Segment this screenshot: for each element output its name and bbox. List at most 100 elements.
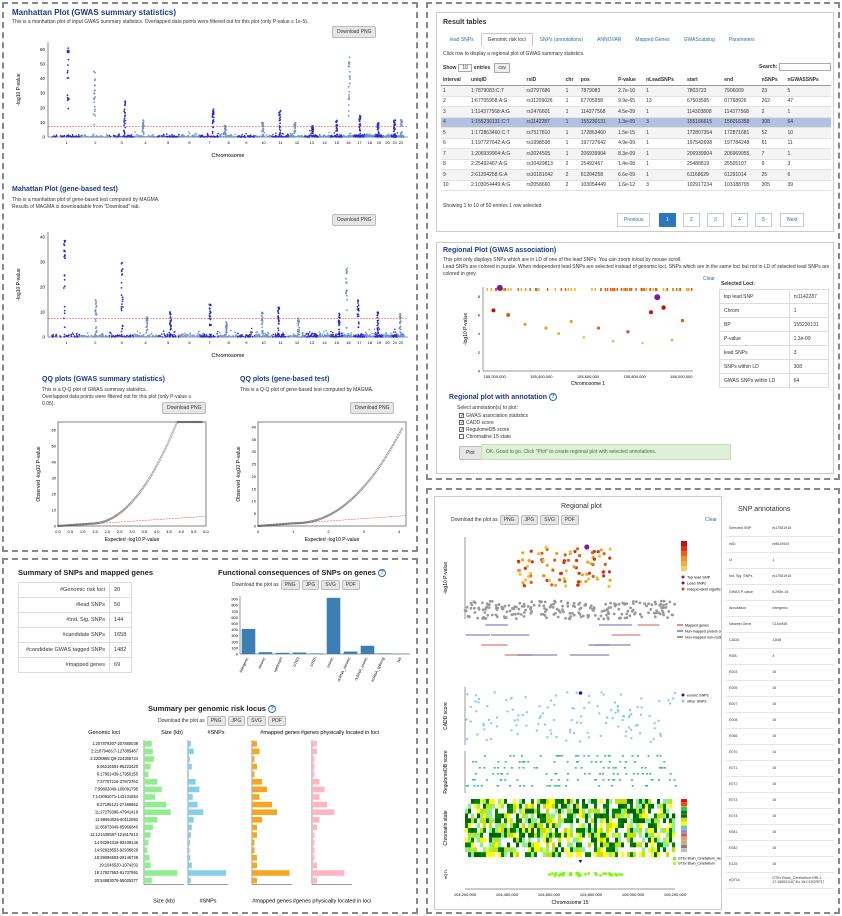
column-header[interactable]: start [684,75,723,86]
table-row[interactable]: 8 2:25492467:A:G rs10429813 2 25492467 1.4e-0… [441,159,831,170]
page-3[interactable]: 3 [707,213,724,227]
qq-gene-download-button[interactable]: Download PNG [350,402,395,414]
table-row[interactable]: 2 1:67705958:A:G rs11209026 1 67705958 9.9e-6… [441,96,831,107]
column-header[interactable]: nLeadSNPs [644,75,685,86]
snp-point [241,133,244,136]
column-header[interactable]: Interval [441,75,470,86]
download-svg-button[interactable]: SVG [321,580,340,590]
snp-point [149,333,151,336]
table-cell: 3 [441,106,470,118]
page-next[interactable]: Next [780,213,805,227]
tab-annovar[interactable]: ANNOVAR [597,37,622,43]
column-header[interactable]: nSNPs [759,75,786,86]
annot-clear-link[interactable]: Clear [705,517,717,523]
snp-point [298,333,301,336]
download-svg-button[interactable]: SVG [247,716,266,726]
cadd-point [587,701,591,704]
column-header[interactable]: rsID [524,75,564,86]
chromatin-cell [504,813,508,819]
snp-point [634,600,638,603]
download-png-button[interactable]: PNG [206,716,226,726]
gene-manhattan-download-button[interactable]: Download PNG [332,214,377,226]
page-5[interactable]: 5 [755,213,772,227]
annot-option[interactable]: ✓ RegulomeDB score [459,426,528,433]
table-row[interactable]: 3 1:114377568:A:G rs2476601 1 114377568 4.5e-… [441,106,831,118]
rdb-point [510,767,513,769]
download-pdf-button[interactable]: PDF [267,716,286,726]
chromatin-cell [471,852,475,858]
table-row[interactable]: 9 2:61204258:G:A rs10181042 2 61204258 6.6e-0… [441,169,831,181]
download-pdf-button[interactable]: PDF [341,580,360,590]
search-input[interactable] [779,63,832,71]
download-png-button[interactable]: PNG [499,515,519,525]
tab-genomic-risk-loci[interactable]: Genomic risk loci [480,33,533,47]
page-4[interactable]: 4 [731,213,748,227]
manhattan-download-button[interactable]: Download PNG [332,26,377,38]
download-svg-button[interactable]: SVG [540,515,559,525]
ld-snp-point [608,556,612,560]
rdb-point [588,773,591,775]
snp-point [94,136,97,138]
help-icon[interactable]: ? [378,569,387,578]
column-header[interactable]: P-value [616,75,645,86]
chromatin-cell [495,799,499,804]
chromatin-cell [483,818,487,824]
checkbox-icon[interactable]: ✓ [459,420,465,426]
peak-point [357,304,360,307]
download-pdf-button[interactable]: PDF [560,515,579,525]
manhattan-note: This is a manhattan plot of input GWAS s… [12,19,309,25]
chromatin-cell [495,847,499,853]
tab-mapped-genes[interactable]: Mapped Genes [635,37,670,43]
column-header[interactable]: end [722,75,760,86]
tab-lead-snps[interactable]: lead SNPs [450,37,474,43]
download-png-button[interactable]: PNG [280,580,300,590]
column-header[interactable]: chr [563,75,579,86]
table-row[interactable]: 10 2:103054449:A:G rs2058660 2 103054449 1.6e… [441,180,831,191]
regional-clear-link[interactable]: Clear [703,276,715,282]
checkbox-icon[interactable]: ✓ [459,413,465,419]
table-row[interactable]: 7 1:206939904:A:G rs3024505 1 206939904 8.3e-… [441,148,831,160]
help-icon[interactable]: ? [268,705,277,714]
qq-gwas-download-button[interactable]: Download PNG [162,402,207,414]
plot-button[interactable]: Plot [459,446,482,460]
annot-option[interactable]: Chromatine 15 state [459,433,528,440]
ld-snp-point [554,583,558,587]
chromatin-cell [576,808,580,814]
help-icon[interactable]: ? [548,393,557,401]
table-row[interactable]: 4 1:155230131:C:T rs1142287 1 155230131 1.3e-… [441,117,831,128]
annot-option[interactable]: ✓ GWAS association statistics [459,412,528,419]
tab-parameters[interactable]: Parameters [728,37,755,43]
chrom-tick-label: 14 [322,140,327,145]
download-jpg-button[interactable]: JPG [227,716,246,726]
column-header[interactable]: nGWASSNPs [785,75,831,86]
snp-point [239,334,242,337]
csv-button[interactable]: csv [494,63,510,73]
chromatin-cell [666,828,670,833]
chart-header: #genes physically located in loci [301,730,379,736]
chromatin-cell [603,799,607,804]
annot-option[interactable]: ✓ CADD score [459,419,528,426]
download-jpg-button[interactable]: JPG [520,515,539,525]
table-row[interactable]: 1 1:7879083:C:T rs2797686 1 7879083 2.7e-10 1 7… [441,85,831,97]
chromatin-cell [489,847,493,853]
checkbox-icon[interactable]: ✓ [459,427,465,433]
column-header[interactable]: pos [578,75,617,86]
table-row[interactable]: 5 1:172863460:C:T rs7517810 1 172863460 1.5e-… [441,127,831,139]
column-header[interactable]: uniqID [469,75,525,86]
snp-point [234,133,236,136]
entries-select[interactable]: 10 [458,64,472,72]
checkbox-icon[interactable] [459,434,464,439]
snp-point [185,135,188,138]
tab-gwascatalog[interactable]: GWAScatalog [683,37,715,43]
x-tick-label: 0.0 [55,529,61,534]
page-previous[interactable]: Previous [617,213,651,227]
chromatin-cell [492,842,496,848]
page-1[interactable]: 1 [659,213,676,227]
peak-point [67,64,69,66]
peak-point [63,309,66,312]
locus-bar [144,824,153,831]
page-2[interactable]: 2 [683,213,700,227]
download-jpg-button[interactable]: JPG [301,580,320,590]
table-row[interactable]: 6 1:197727642:A:G rs1998598 1 197727642 4.9e-… [441,138,831,149]
tab-snps-annotations-[interactable]: SNPs (annotations) [539,37,584,43]
